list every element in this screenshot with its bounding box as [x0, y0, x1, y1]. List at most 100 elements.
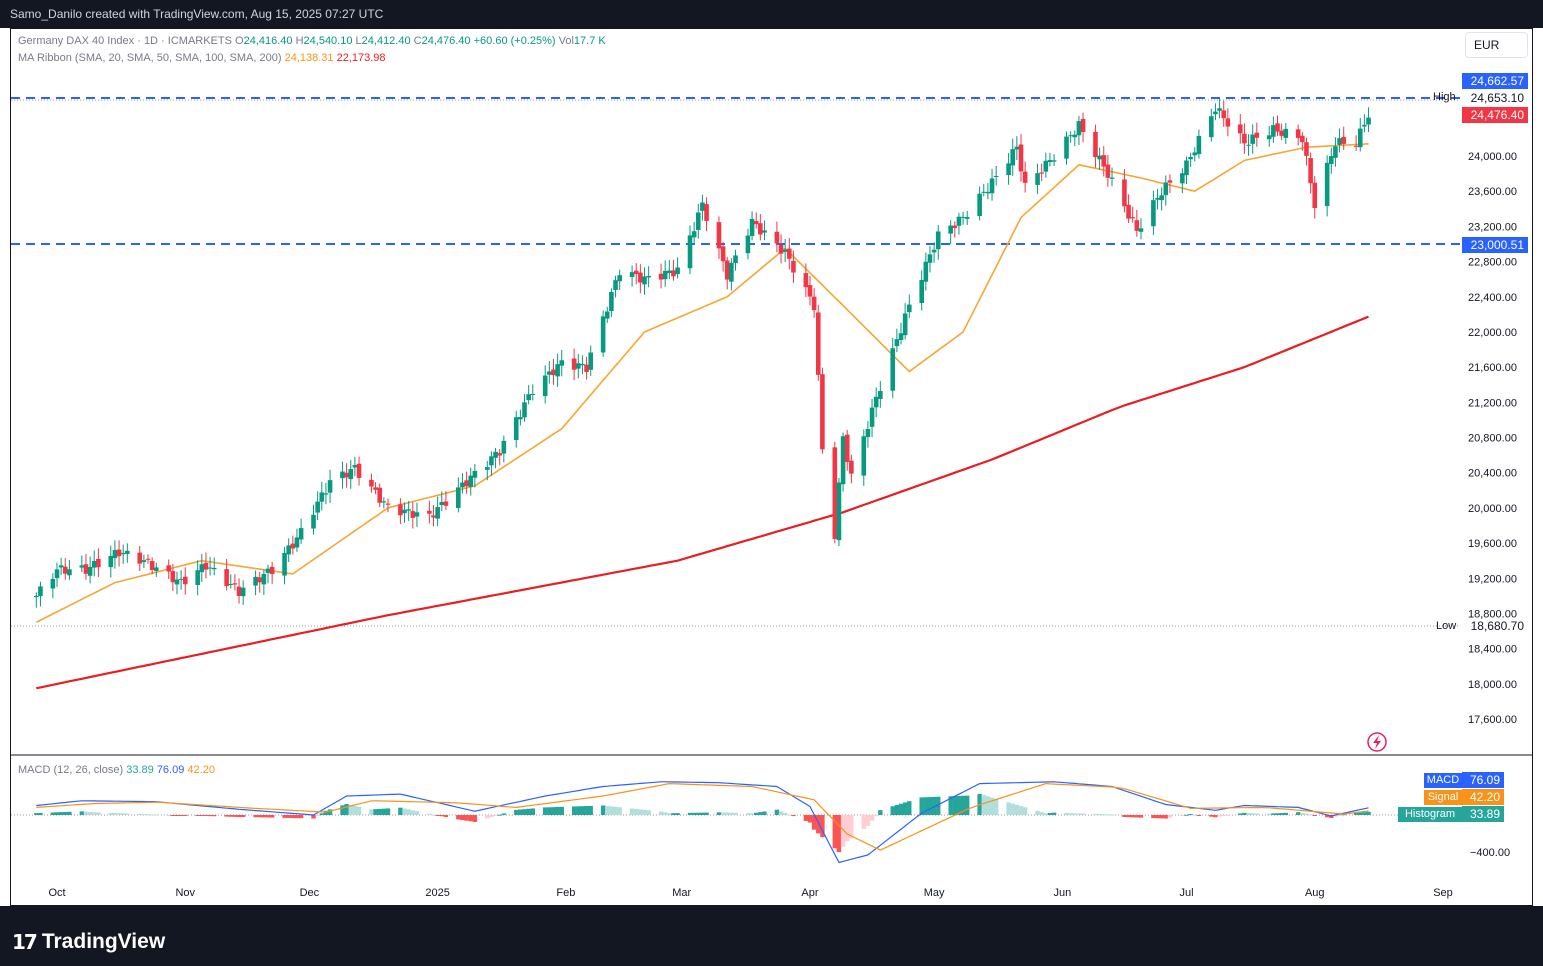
candle-body: [919, 279, 924, 304]
macd-histogram-bar: [1353, 812, 1359, 815]
macd-histogram-bar: [265, 815, 271, 818]
tradingview-logo[interactable]: 17 TradingView: [12, 930, 165, 954]
candle-body: [1217, 108, 1222, 111]
candle-body: [62, 566, 68, 574]
low-tag: Low: [1436, 620, 1457, 632]
attribution-bar: Samo_Danilo created with TradingView.com…: [0, 0, 1543, 28]
macd-histogram-bar: [1014, 804, 1020, 815]
candle-body: [1266, 135, 1272, 140]
macd-histogram-bar: [1080, 813, 1086, 815]
macd-histogram-bar: [1051, 812, 1057, 815]
candle-body: [493, 451, 498, 458]
candle-body: [468, 475, 474, 487]
y-tick-label: 23,200.00: [1468, 221, 1517, 233]
macd-histogram-bar: [1217, 815, 1222, 817]
sma20-line: [35, 143, 1369, 623]
candle-body: [898, 333, 904, 340]
candle-body: [1304, 142, 1309, 156]
sma20-value: 24,138.31: [284, 52, 334, 64]
candle-body: [547, 371, 552, 375]
macd-histogram-bar: [96, 812, 101, 815]
macd-histogram-bar: [54, 812, 60, 815]
candle-body: [836, 482, 842, 541]
macd-histogram-bar: [290, 815, 296, 819]
x-tick-label: Aug: [1305, 887, 1325, 899]
candle-body: [1283, 128, 1289, 138]
candle-body: [873, 396, 879, 408]
candle-body: [398, 504, 403, 516]
candle-body: [1080, 118, 1086, 132]
x-tick-label: Mar: [672, 887, 691, 899]
candle-body: [774, 231, 780, 244]
macd-histogram-bar: [414, 811, 420, 815]
candle-body: [580, 363, 585, 366]
macd-histogram-bar: [1213, 815, 1218, 818]
candle-body: [633, 270, 639, 275]
macd-hist-value: 33.89: [126, 764, 154, 776]
macd-histogram-bar: [576, 806, 581, 815]
candle-body: [1105, 164, 1111, 178]
candle-body: [704, 204, 709, 221]
candle-body: [787, 248, 792, 259]
macd-histogram-bar: [224, 815, 229, 817]
candle-body: [985, 191, 991, 194]
candle-body: [849, 460, 854, 474]
x-tick-label: Nov: [175, 887, 195, 899]
macd-histogram-bar: [1337, 815, 1342, 816]
macd-histogram-bar: [1250, 813, 1255, 815]
candle-body: [1093, 131, 1098, 158]
candle-body: [724, 260, 730, 280]
macd-histogram-bar: [166, 814, 171, 816]
candle-body: [687, 235, 693, 269]
macd-histogram-bar: [1324, 815, 1330, 818]
macd-histogram-bar: [514, 809, 519, 815]
candle-body: [34, 595, 39, 598]
macd-histogram-bar: [92, 812, 97, 815]
currency-selector[interactable]: EUR: [1465, 32, 1528, 58]
macd-histogram-bar: [745, 813, 751, 815]
macd-histogram-bar: [1130, 815, 1135, 818]
histogram-badge-name: Histogram: [1398, 807, 1462, 822]
candle-body: [758, 223, 763, 235]
symbol-legend: Germany DAX 40 Index · 1D · ICMARKETS O2…: [18, 35, 606, 47]
ma-ribbon-legend: MA Ribbon (SMA, 20, SMA, 50, SMA, 100, S…: [18, 52, 386, 64]
candle-body: [1068, 135, 1073, 137]
macd-histogram-bar: [1209, 815, 1214, 817]
candle-body: [228, 583, 234, 585]
macd-histogram-bar: [501, 813, 507, 815]
candle-body: [311, 514, 316, 529]
x-tick-label: Jun: [1053, 887, 1071, 899]
candle-body: [1076, 121, 1082, 136]
candle-body: [315, 501, 320, 513]
candle-body: [352, 465, 358, 468]
candle-body: [691, 231, 697, 238]
macd-histogram-bar: [1076, 813, 1082, 815]
candle-body: [1122, 179, 1127, 207]
macd-histogram-bar: [1184, 814, 1189, 816]
y-tick-label: 19,600.00: [1468, 538, 1517, 550]
macd-histogram-bar: [327, 809, 333, 815]
y-tick-label: 22,400.00: [1468, 292, 1517, 304]
macd-histogram-bar: [1109, 814, 1115, 816]
macd-histogram-bar: [464, 815, 469, 821]
macd-histogram-bar: [571, 806, 577, 815]
candle-body: [551, 369, 556, 376]
macd-histogram-bar: [319, 813, 324, 815]
open-label: O: [235, 35, 244, 47]
macd-histogram-bar: [733, 812, 738, 815]
macd-histogram-bar: [261, 815, 267, 818]
macd-histogram-bar: [137, 813, 142, 815]
candle-body: [1237, 124, 1243, 134]
macd-histogram-bar: [67, 811, 72, 815]
macd-histogram-bar: [1043, 813, 1049, 815]
y-tick-label: 22,000.00: [1468, 327, 1517, 339]
candle-body: [265, 568, 271, 573]
candle-body: [261, 573, 267, 585]
macd-histogram-bar: [609, 806, 614, 815]
macd-histogram-bar: [485, 815, 490, 819]
candle-body: [116, 549, 122, 557]
candle-body: [211, 567, 217, 570]
candle-body: [671, 270, 676, 277]
candle-body: [1337, 138, 1342, 145]
